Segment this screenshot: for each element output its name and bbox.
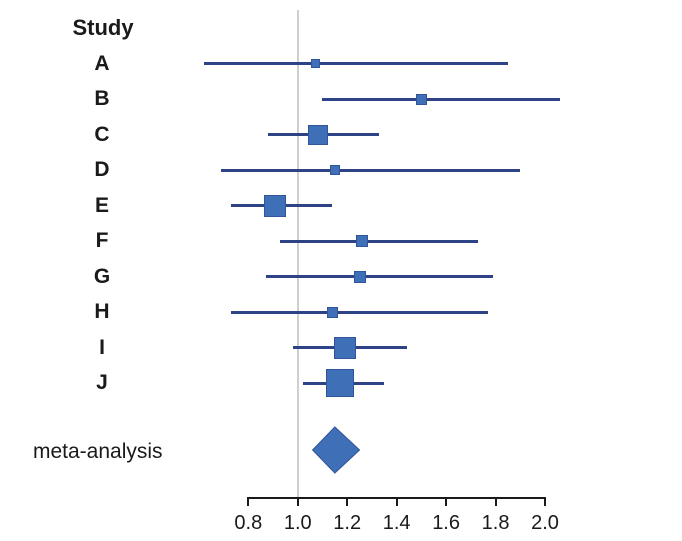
x-axis-tick-label: 1.6 xyxy=(432,512,460,534)
ci-line xyxy=(322,97,560,101)
study-label: B xyxy=(94,87,110,110)
study-label: G xyxy=(93,264,111,288)
estimate-marker xyxy=(264,194,287,217)
estimate-marker xyxy=(325,369,354,397)
estimate-marker xyxy=(329,165,340,175)
estimate-marker xyxy=(415,93,427,105)
meta-analysis-label: meta-analysis xyxy=(33,440,163,463)
study-label: C xyxy=(94,122,110,146)
study-label: E xyxy=(94,193,110,217)
x-axis-tick xyxy=(395,497,398,506)
x-axis-tick-label: 0.8 xyxy=(234,512,263,534)
estimate-marker xyxy=(353,270,366,283)
x-axis-tick xyxy=(544,497,546,506)
study-label: D xyxy=(94,158,110,181)
estimate-marker xyxy=(310,59,320,68)
x-axis-tick-label: 1.4 xyxy=(382,512,411,534)
study-label: J xyxy=(96,371,108,394)
reference-line xyxy=(296,10,299,497)
ci-line xyxy=(221,168,521,172)
ci-line xyxy=(265,275,494,278)
x-axis-tick xyxy=(445,497,448,506)
x-axis-tick xyxy=(296,497,299,506)
x-axis-tick-label: 2.0 xyxy=(531,512,559,534)
ci-line xyxy=(230,310,489,314)
ci-line xyxy=(280,239,479,243)
study-label: A xyxy=(94,51,110,75)
x-axis-tick-label: 1.0 xyxy=(283,512,312,534)
study-label: H xyxy=(94,300,110,323)
x-axis-tick-label: 1.8 xyxy=(481,512,510,534)
x-axis-tick-label: 1.2 xyxy=(333,512,362,534)
estimate-marker xyxy=(356,235,369,247)
x-axis-tick xyxy=(346,497,349,506)
study-label: F xyxy=(95,229,109,252)
study-label: I xyxy=(99,335,105,359)
estimate-marker xyxy=(326,306,338,318)
ci-line xyxy=(203,62,508,65)
x-axis-tick xyxy=(247,497,250,506)
estimate-marker xyxy=(333,336,356,359)
study-column-header: Study xyxy=(72,15,134,40)
estimate-marker xyxy=(307,124,328,145)
x-axis-tick xyxy=(494,497,497,506)
meta-analysis-diamond xyxy=(311,426,361,474)
